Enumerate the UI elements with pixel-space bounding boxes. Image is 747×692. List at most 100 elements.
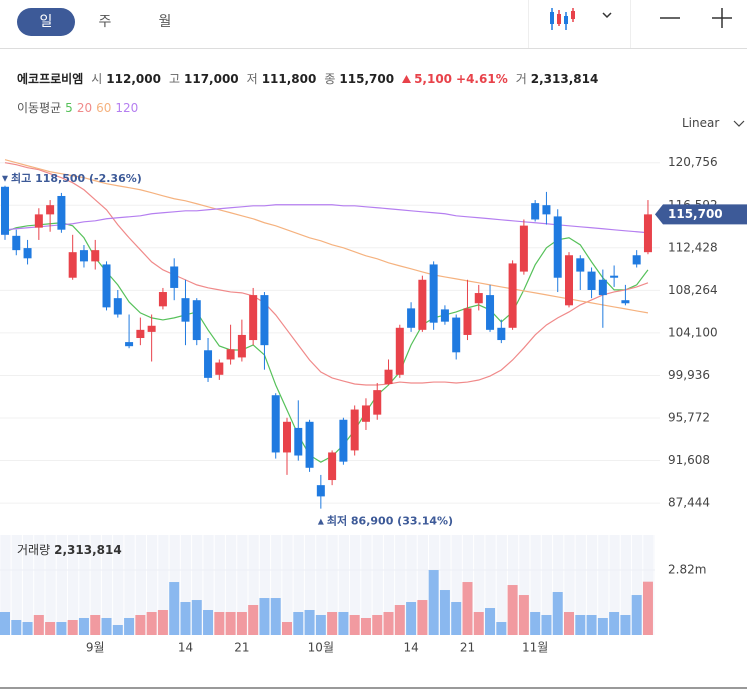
value: 111,800 bbox=[261, 71, 317, 86]
candle-body bbox=[643, 214, 652, 253]
candle-body bbox=[350, 409, 359, 451]
ma-legend: 이동평균 5 20 60 120 bbox=[17, 99, 142, 116]
label: 거 bbox=[515, 72, 527, 86]
candle-body bbox=[576, 258, 585, 272]
candle-body bbox=[316, 485, 325, 497]
candle-body bbox=[384, 369, 393, 384]
tab[interactable]: 일 bbox=[17, 8, 75, 36]
volume-bar bbox=[428, 570, 439, 635]
volume-bar bbox=[518, 595, 529, 635]
x-tick-label: 10월 bbox=[308, 641, 334, 655]
volume-bar bbox=[473, 612, 484, 635]
annotation-marker bbox=[317, 518, 324, 525]
candle-body bbox=[158, 292, 167, 307]
volume-bar bbox=[214, 612, 225, 635]
candle-body bbox=[553, 216, 562, 278]
chevron[interactable] bbox=[733, 119, 745, 129]
candle-body bbox=[1, 186, 9, 235]
price-tag bbox=[655, 204, 747, 225]
up-arrow bbox=[402, 74, 412, 83]
y-tick-label: 112,428 bbox=[668, 240, 718, 254]
legend-entry: 60 bbox=[96, 101, 112, 115]
legend-entry: 5 bbox=[65, 101, 73, 115]
candle-body bbox=[12, 235, 21, 251]
volume-bar bbox=[315, 615, 326, 635]
volume-bar bbox=[11, 620, 22, 635]
candle-body bbox=[170, 266, 179, 288]
volume-bar bbox=[530, 612, 541, 635]
label: 종 bbox=[324, 72, 336, 86]
volume-bar bbox=[135, 615, 146, 635]
candle-body bbox=[373, 390, 382, 415]
value: 112,000 bbox=[106, 71, 161, 86]
volume-bar bbox=[564, 612, 574, 635]
candle-body bbox=[23, 248, 32, 259]
scale-mode[interactable]: Linear bbox=[682, 116, 720, 130]
volume-bar bbox=[541, 615, 552, 635]
candle-body bbox=[598, 279, 607, 296]
volume-bar bbox=[45, 622, 56, 635]
candle-body bbox=[204, 350, 213, 378]
ma-line bbox=[4, 162, 649, 386]
zoom-controls[interactable] bbox=[655, 6, 747, 32]
candle-body bbox=[395, 327, 404, 375]
candle-body bbox=[361, 405, 370, 422]
volume-bar bbox=[124, 617, 135, 635]
volume-bar bbox=[67, 620, 78, 635]
candle-body bbox=[519, 225, 528, 272]
candle-body bbox=[57, 195, 66, 230]
candle-body bbox=[497, 327, 506, 341]
volume-bar bbox=[56, 622, 67, 635]
tab[interactable]: 주 bbox=[98, 14, 112, 30]
volume-bar bbox=[248, 605, 259, 635]
volume-bar bbox=[112, 625, 123, 635]
y-tick-label: 91,608 bbox=[668, 453, 710, 467]
tab[interactable]: 월 bbox=[158, 14, 172, 30]
volume-bar bbox=[642, 581, 653, 635]
volume-bar bbox=[609, 612, 620, 635]
x-tick-label: 14 bbox=[403, 641, 418, 655]
volume-bar bbox=[78, 617, 89, 635]
volume-bar bbox=[406, 602, 417, 635]
volume-bar bbox=[33, 615, 44, 635]
y-tick-label: 108,264 bbox=[668, 283, 718, 297]
volume-bar bbox=[101, 617, 112, 635]
volume-bar bbox=[575, 615, 586, 635]
candle-body bbox=[621, 300, 630, 304]
x-tick-label: 9월 bbox=[86, 641, 105, 655]
candle-body bbox=[486, 295, 495, 330]
candle-body bbox=[474, 293, 483, 304]
volume-bar bbox=[451, 602, 462, 635]
candle-body bbox=[34, 214, 43, 228]
value: 115,700 bbox=[339, 71, 395, 86]
ma-line bbox=[4, 222, 649, 463]
y-tick-label: 120,756 bbox=[668, 155, 718, 169]
volume-bar bbox=[349, 615, 360, 635]
volume-bar bbox=[293, 612, 304, 635]
volume-bar bbox=[552, 592, 563, 635]
annotation-marker bbox=[2, 175, 8, 182]
volume-bar bbox=[338, 612, 349, 635]
volume-bar bbox=[203, 610, 214, 635]
annotation: 최고 118,500 (-2.36%) bbox=[11, 171, 142, 185]
volume-bar bbox=[146, 612, 157, 635]
value: 2,313,814 bbox=[530, 71, 599, 86]
candle-body bbox=[565, 255, 573, 306]
candle-body bbox=[68, 252, 77, 278]
candle-body bbox=[136, 329, 145, 339]
candle-body bbox=[113, 298, 122, 315]
candle-body bbox=[452, 317, 461, 353]
candle-body bbox=[418, 279, 427, 330]
volume-bar bbox=[507, 585, 518, 635]
volume-bar bbox=[169, 582, 180, 635]
change: 5,100 bbox=[414, 71, 453, 86]
chart-type-button[interactable] bbox=[548, 6, 618, 32]
candle-body bbox=[260, 295, 269, 346]
candle-body bbox=[632, 255, 641, 265]
label: 고 bbox=[168, 72, 180, 86]
candle-body bbox=[181, 298, 190, 322]
candle-body bbox=[192, 300, 201, 341]
volume-current: 2,313,814 bbox=[54, 543, 122, 557]
